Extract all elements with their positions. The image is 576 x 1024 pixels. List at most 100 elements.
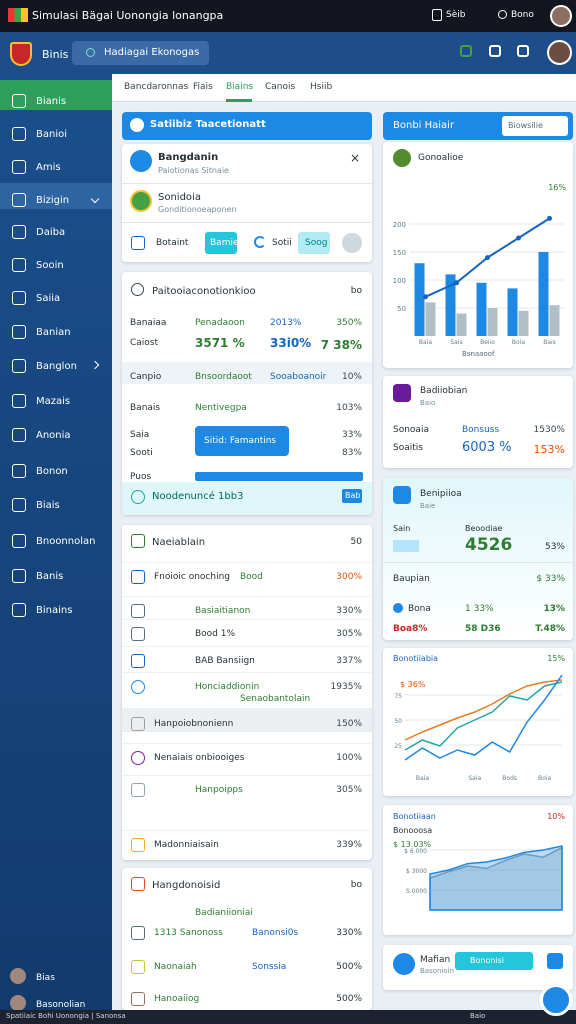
search-text[interactable]: Hadiagai Ekonogas: [104, 47, 200, 58]
divider: [122, 830, 372, 831]
nav-item[interactable]: Mazais: [36, 396, 71, 407]
button[interactable]: [455, 952, 533, 970]
nav-active: [0, 80, 112, 110]
row-cell: 3571 %: [195, 336, 245, 350]
x-axis-label: Bsnaaoof: [462, 350, 495, 358]
nav-item[interactable]: Amis: [36, 162, 61, 173]
row-cell: Bona: [408, 604, 431, 614]
header-icon[interactable]: [460, 45, 472, 57]
nav-item[interactable]: Banian: [36, 327, 71, 338]
flag: [8, 8, 28, 22]
nav-item[interactable]: Bnoonnolan: [36, 536, 96, 547]
metric-label: Baupian: [393, 574, 430, 584]
nav-item[interactable]: Anonia: [36, 430, 71, 441]
action-label: Botaint: [156, 238, 189, 248]
icon: [393, 953, 415, 975]
nav-item[interactable]: Binains: [36, 605, 73, 616]
search-icon: [86, 48, 95, 57]
chip-label[interactable]: Soog: [305, 238, 328, 248]
top-link[interactable]: Bono: [511, 10, 534, 20]
badge: bo: [350, 880, 362, 890]
icon: [393, 486, 411, 504]
org-name: Sonidoia: [158, 192, 201, 203]
row-value: 103%: [336, 403, 362, 413]
nav-item[interactable]: Bonon: [36, 466, 68, 477]
logo: [10, 42, 32, 66]
chip: [205, 232, 237, 254]
badge: bo: [350, 286, 362, 296]
select-label[interactable]: Biowsilie: [508, 121, 543, 130]
divider: [122, 743, 372, 744]
button-label[interactable]: Sitid: Famantins: [204, 436, 277, 446]
floating-btn[interactable]: [540, 984, 572, 1016]
divider: [122, 562, 372, 563]
row-value: 150%: [336, 719, 362, 729]
tab[interactable]: Canois: [265, 82, 296, 92]
icon-btn[interactable]: [342, 233, 362, 253]
row-value: 7 38%: [320, 338, 362, 352]
nav-item[interactable]: Banis: [36, 571, 64, 582]
select[interactable]: [502, 116, 568, 136]
close-btn[interactable]: ×: [350, 151, 361, 165]
header-icon[interactable]: [517, 45, 529, 57]
icon-btn[interactable]: [547, 953, 563, 969]
tab[interactable]: Bancdaronnas: [124, 82, 189, 92]
nav-item[interactable]: Banioi: [36, 129, 68, 140]
nav-item[interactable]: Biais: [36, 500, 60, 511]
metric-pct: 53%: [544, 542, 565, 552]
card: [383, 478, 573, 640]
row-label: Banais: [130, 403, 161, 413]
badge: 16%: [548, 183, 566, 192]
row-label: Canpio: [130, 372, 162, 382]
row-cell: Senaobantolain: [240, 694, 311, 704]
chip-label[interactable]: Bamie: [210, 238, 239, 248]
row-cell: Fnoioic onoching: [154, 572, 230, 582]
tab[interactable]: Hsiib: [310, 82, 333, 92]
nav-item[interactable]: Saiia: [36, 293, 61, 304]
nav-item[interactable]: Banglon: [36, 361, 77, 372]
status-text: Spatiiaic Bohi Uonongia | Sanonsa: [6, 1012, 126, 1020]
avatar[interactable]: [547, 40, 572, 65]
icon: [12, 428, 26, 442]
nav-item[interactable]: Bizigin: [36, 195, 70, 206]
icon: [12, 94, 26, 108]
nav-item[interactable]: Sooin: [36, 260, 64, 271]
progress-label: Puos: [130, 472, 152, 482]
card-title: Benipiioa: [420, 489, 462, 499]
nav-item[interactable]: Bianis: [36, 96, 67, 107]
header-icon[interactable]: [489, 45, 501, 57]
top-link[interactable]: Sèib: [446, 10, 466, 20]
tag: [393, 540, 419, 552]
divider: [122, 619, 372, 620]
nav-footer[interactable]: Bias: [36, 973, 55, 983]
tab-underline: [226, 99, 252, 102]
avatar: [130, 190, 152, 212]
tab[interactable]: Biains: [226, 82, 254, 92]
button[interactable]: [195, 426, 289, 456]
icon: [131, 877, 145, 891]
icon-btn[interactable]: [432, 9, 442, 21]
row-cell: 1313 Sanonoss: [154, 928, 223, 938]
nav-item[interactable]: Daiba: [36, 227, 66, 238]
row-cell: Sonssia: [252, 962, 287, 972]
tab[interactable]: Fiais: [193, 82, 213, 92]
status-bar: [0, 1010, 576, 1024]
card: [122, 144, 372, 262]
icon: [131, 283, 144, 296]
brand: Binis: [42, 48, 69, 61]
card-sub: Baie: [420, 502, 436, 510]
row-cell: Nentivegpa: [195, 403, 247, 413]
icon: [131, 838, 145, 852]
card-title: Paitooiaconotionkioo: [152, 286, 256, 297]
avatar[interactable]: [550, 5, 572, 27]
divider: [383, 562, 573, 563]
icon: [131, 783, 145, 797]
nav-footer[interactable]: Basonolian: [36, 1000, 86, 1010]
card-title: Mafian: [420, 955, 451, 965]
button-label[interactable]: Bononisi: [470, 956, 505, 965]
icon-btn[interactable]: [498, 10, 507, 19]
icon: [131, 717, 145, 731]
row-cell: Honciaddionin: [195, 682, 260, 692]
row-value: 500%: [336, 994, 362, 1004]
